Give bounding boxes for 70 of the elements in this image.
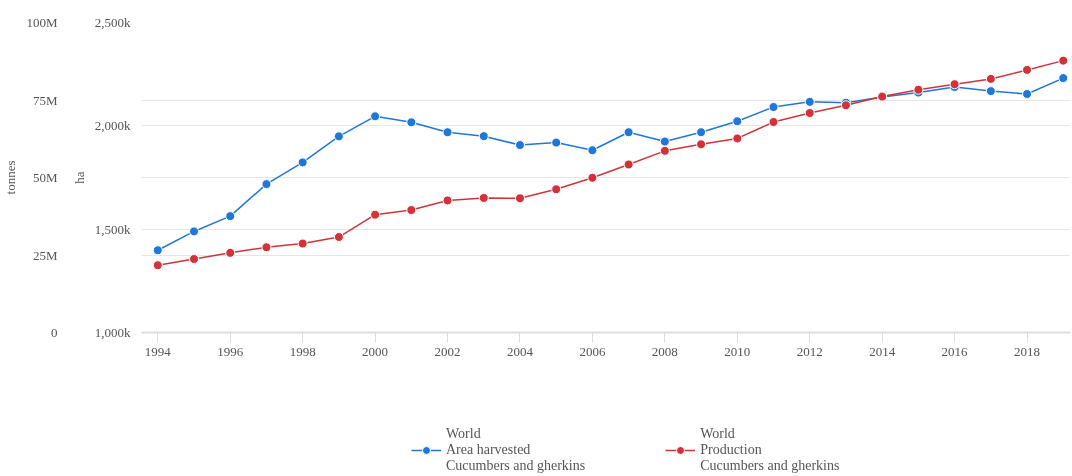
point — [297, 157, 308, 168]
point — [1022, 64, 1033, 75]
y-tick-label: 1,000k — [94, 325, 131, 340]
point — [370, 111, 381, 122]
y2-axis-title: tonnes — [3, 160, 19, 195]
point — [768, 102, 779, 113]
x-tick-label: 2018 — [1014, 343, 1041, 359]
point — [333, 232, 344, 243]
point — [261, 242, 272, 253]
point — [514, 193, 525, 204]
point — [804, 96, 815, 107]
y-tick-label: 2,000k — [94, 118, 131, 134]
x-tick-label: 2010 — [724, 343, 751, 359]
y2-tick-label: 75M — [32, 92, 58, 108]
point — [225, 247, 236, 258]
point — [442, 127, 453, 138]
point — [696, 139, 707, 150]
point — [1022, 89, 1033, 99]
point — [985, 86, 996, 97]
x-tick-label: 2004 — [506, 343, 534, 359]
point — [623, 159, 634, 170]
point — [225, 211, 236, 222]
x-tick-label: 1998 — [289, 343, 316, 359]
legend-label: World Area harvested Cucumbers and gherkins — [446, 426, 586, 474]
point — [406, 117, 417, 128]
point — [189, 226, 200, 237]
y-tick-label: 1,500k — [94, 221, 131, 237]
point — [333, 131, 344, 142]
point — [587, 145, 598, 156]
x-tick-label: 1994 — [144, 343, 172, 359]
point — [551, 184, 562, 195]
y2-tick-label: 0 — [51, 325, 58, 340]
point — [985, 73, 996, 84]
point — [189, 254, 200, 265]
point — [696, 127, 707, 138]
point — [804, 108, 815, 119]
x-tick-label: 2000 — [362, 343, 389, 359]
point — [152, 260, 163, 271]
point — [659, 136, 670, 147]
x-tick-label: 2014 — [869, 343, 896, 359]
x-tick-label: 2016 — [941, 343, 969, 359]
point — [1058, 55, 1069, 66]
point — [442, 195, 453, 206]
point — [406, 205, 417, 216]
point — [297, 238, 308, 249]
point — [659, 145, 670, 156]
y-axis-title: ha — [71, 171, 87, 184]
x-tick-label: 2002 — [434, 343, 461, 359]
point — [551, 137, 562, 148]
point — [152, 245, 163, 256]
y2-tick-label: 100M — [26, 15, 58, 30]
point — [478, 131, 489, 142]
point — [370, 209, 381, 220]
point — [768, 117, 779, 127]
x-tick-label: 2012 — [796, 343, 823, 359]
point — [623, 127, 634, 138]
x-tick-label: 2006 — [579, 343, 606, 359]
x-tick-label: 1996 — [217, 343, 244, 359]
point — [261, 179, 272, 190]
y2-tick-label: 50M — [32, 170, 58, 185]
x-tick-label: 2008 — [651, 343, 678, 359]
y2-tick-label: 25M — [32, 247, 58, 263]
point — [514, 140, 525, 151]
point — [1058, 73, 1069, 84]
y-tick-label: 2,500k — [94, 15, 131, 30]
point — [587, 172, 598, 183]
point — [478, 192, 489, 203]
legend-label: World Production Cucumbers and gherkins — [700, 426, 840, 474]
point — [732, 133, 743, 144]
point — [732, 116, 743, 127]
